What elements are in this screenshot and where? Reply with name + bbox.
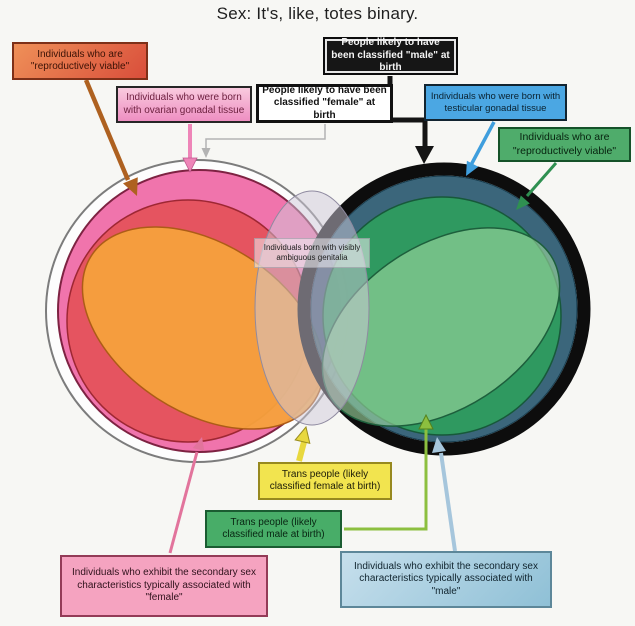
- secondary-female-arrow: [168, 451, 199, 554]
- callout-ovarian-tissue: Individuals who were born with ovarian g…: [116, 86, 252, 123]
- trans-female-arrow: [296, 441, 307, 462]
- callout-repro-viable-female: Individuals who are "reproductively viab…: [12, 42, 148, 80]
- callout-classified-female: People likely to have been classified "f…: [256, 84, 393, 123]
- callout-trans-classified-female: Trans people (likely classified female a…: [258, 462, 392, 500]
- classified-male-arrowhead: [415, 146, 434, 164]
- classified-male-connector: [387, 76, 428, 147]
- callout-repro-viable-male: Individuals who are "reproductively viab…: [498, 127, 631, 162]
- repro-viable-female-arrowhead: [123, 177, 138, 196]
- classified-female-connector: [205, 124, 326, 148]
- connector-arrows: [83, 76, 558, 554]
- ovarian-arrowhead: [182, 157, 198, 173]
- callout-secondary-characteristics-male: Individuals who exhibit the secondary se…: [340, 551, 552, 608]
- callout-classified-male: People likely to have been classified "m…: [323, 37, 458, 75]
- callout-secondary-characteristics-female: Individuals who exhibit the secondary se…: [60, 555, 268, 617]
- trans-female-arrowhead: [294, 425, 311, 444]
- trans-male-connector: [344, 429, 428, 531]
- repro-viable-male-arrow: [525, 162, 558, 197]
- classified-female-arrowhead: [201, 148, 211, 158]
- page-title: Sex: It's, like, totes binary.: [216, 4, 419, 23]
- secondary-female-arrowhead: [192, 437, 205, 451]
- intersection-gray-ellipse: [254, 190, 370, 426]
- repro-viable-female-arrow: [83, 79, 131, 181]
- testicular-arrowhead: [466, 160, 479, 176]
- secondary-male-arrowhead: [432, 437, 446, 453]
- secondary-male-arrow: [439, 452, 457, 552]
- callout-trans-classified-male: Trans people (likely classified male at …: [205, 510, 342, 548]
- trans-male-arrowhead: [418, 413, 434, 430]
- repro-viable-male-arrowhead: [516, 195, 530, 210]
- callout-ambiguous-genitalia: Individuals born with visibly ambiguous …: [254, 238, 370, 268]
- testicular-arrow: [469, 121, 496, 166]
- callout-testicular-tissue: Individuals who were born with testicula…: [424, 84, 567, 121]
